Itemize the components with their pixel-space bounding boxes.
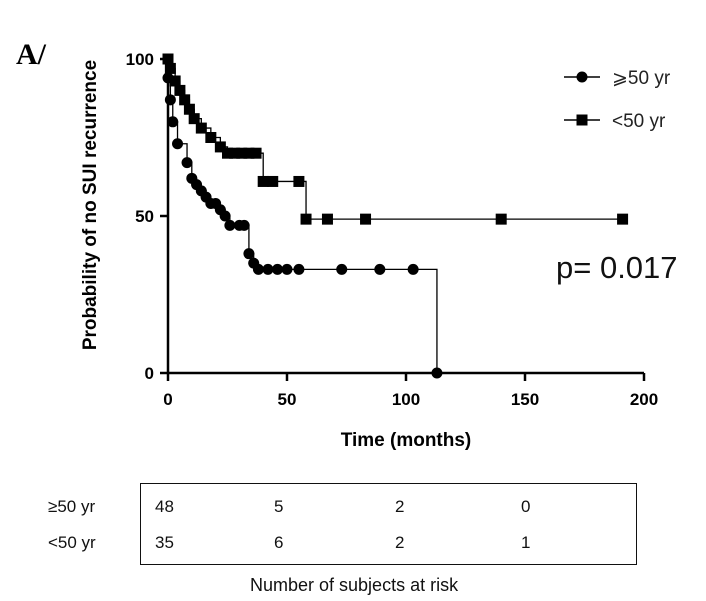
data-point [224, 219, 236, 231]
legend-marker [576, 71, 588, 83]
censor-mark [210, 197, 222, 209]
y-tick-label: 50 [135, 207, 154, 226]
risk-cell: 48 [155, 497, 174, 516]
x-tick-label: 200 [630, 390, 658, 409]
censor-mark [321, 213, 333, 225]
data-point [205, 132, 217, 143]
x-tick-label: 50 [278, 390, 297, 409]
censor-mark [360, 213, 372, 225]
data-point [188, 113, 200, 125]
censor-mark [250, 147, 262, 159]
censor-mark [243, 147, 255, 159]
data-point [162, 53, 174, 65]
risk-cell: 0 [521, 497, 531, 516]
data-point [181, 157, 193, 169]
data-point [222, 147, 233, 159]
data-point [164, 62, 176, 74]
censor-mark [229, 147, 241, 159]
risk-cell: 35 [155, 533, 174, 552]
series-line-younger [168, 58, 623, 220]
risk-cell: 5 [274, 497, 284, 516]
data-point [617, 213, 629, 225]
data-point [164, 94, 176, 106]
data-point [172, 138, 184, 150]
censor-mark [495, 213, 507, 225]
data-point [431, 367, 443, 379]
data-point [179, 94, 191, 106]
data-point [183, 103, 195, 115]
x-tick-label: 150 [511, 390, 539, 409]
p-value-annotation: p= 0.017 [556, 250, 678, 285]
censor-mark [281, 263, 293, 275]
risk-cell: 6 [274, 533, 284, 552]
censor-mark [267, 175, 279, 187]
censor-mark [374, 263, 386, 275]
risk-cell: 2 [395, 533, 405, 552]
data-point [174, 84, 186, 96]
data-point [219, 210, 231, 222]
risk-cell: 1 [521, 533, 531, 552]
y-tick-label: 0 [145, 364, 154, 383]
censor-mark [336, 263, 348, 275]
panel-label: A/ [16, 38, 46, 71]
x-tick-label: 100 [392, 390, 420, 409]
series-line-older [168, 77, 438, 373]
legend-label: ⩾50 yr [612, 68, 671, 89]
censor-mark [271, 263, 283, 275]
risk-cell: 2 [395, 497, 405, 516]
data-point [243, 248, 255, 260]
data-point [214, 141, 226, 153]
censor-mark [293, 175, 305, 187]
censor-mark [293, 263, 305, 275]
legend-label: <50 yr [612, 111, 666, 132]
legend-marker [576, 114, 588, 126]
data-point [257, 175, 269, 187]
risk-table-caption: Number of subjects at risk [250, 575, 459, 595]
risk-row-label-older: ≥50 yr [48, 497, 96, 516]
x-tick-label: 0 [163, 390, 172, 409]
x-axis-label: Time (months) [341, 430, 472, 451]
data-point [169, 75, 181, 87]
data-point [195, 122, 207, 134]
risk-table-box [140, 483, 637, 565]
survival-plot: 0 50 100 0 50 100 150 200 Time (months) ⩾50 yr <50… [126, 50, 671, 451]
data-point [167, 116, 179, 128]
data-point [252, 263, 264, 275]
risk-row-label-younger: <50 yr [48, 533, 96, 552]
censor-mark [262, 263, 274, 275]
data-point [300, 213, 312, 225]
censor-mark [238, 219, 250, 231]
censor-mark [407, 263, 419, 275]
censor-mark [236, 147, 248, 159]
y-axis-label: Probability of no SUI recurrence [80, 59, 101, 351]
y-tick-label: 100 [126, 50, 154, 69]
